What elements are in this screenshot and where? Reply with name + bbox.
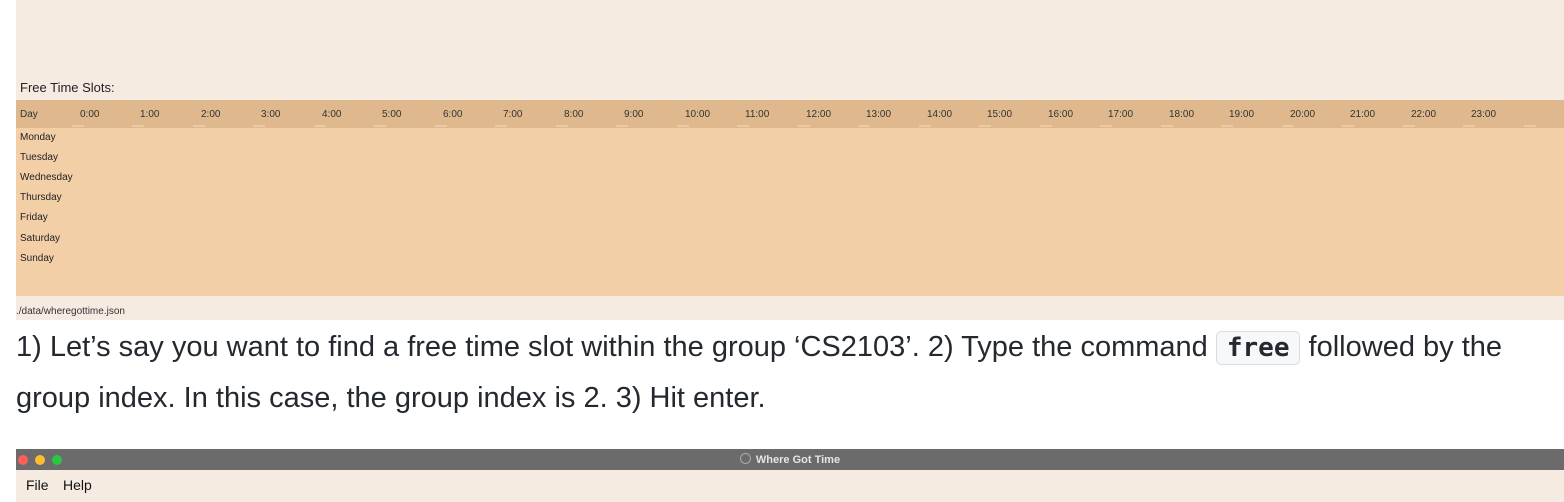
- column-separator: [798, 125, 810, 127]
- table-row-day: Saturday: [20, 233, 61, 244]
- table-row-day: Monday: [20, 132, 56, 143]
- column-separator: [1161, 125, 1173, 127]
- column-header-hour[interactable]: 1:00: [140, 109, 160, 120]
- column-separator: [1282, 125, 1294, 127]
- menu-help[interactable]: Help: [63, 477, 92, 493]
- column-header-hour[interactable]: 9:00: [624, 109, 644, 120]
- column-header-hour[interactable]: 20:00: [1290, 109, 1316, 120]
- column-header-hour[interactable]: 13:00: [866, 109, 892, 120]
- menu-bar: File Help: [16, 470, 1564, 502]
- column-header-hour[interactable]: 6:00: [443, 109, 463, 120]
- column-header-hour[interactable]: 18:00: [1169, 109, 1195, 120]
- menu-file[interactable]: File: [26, 477, 49, 493]
- column-header-hour[interactable]: 17:00: [1108, 109, 1134, 120]
- column-separator: [1403, 125, 1415, 127]
- column-separator: [858, 125, 870, 127]
- maximize-window-button[interactable]: [52, 455, 62, 465]
- column-separator: [1100, 125, 1112, 127]
- column-separator: [132, 125, 144, 127]
- table-row-day: Friday: [20, 212, 48, 223]
- column-separator: [314, 125, 326, 127]
- column-separator: [737, 125, 749, 127]
- column-separator: [374, 125, 386, 127]
- column-header-hour[interactable]: 12:00: [806, 109, 832, 120]
- table-row-day: Thursday: [20, 192, 62, 203]
- close-window-button[interactable]: [18, 455, 28, 465]
- instruction-text: 1) Let’s say you want to find a free tim…: [16, 322, 1536, 423]
- column-header-hour[interactable]: 22:00: [1411, 109, 1437, 120]
- clock-icon: [739, 453, 751, 464]
- column-separator: [1463, 125, 1475, 127]
- instruction-part-2: followed by the group index. In this cas…: [16, 331, 1503, 414]
- column-separator: [1342, 125, 1354, 127]
- app-window: Where Got Time File Help: [16, 449, 1564, 502]
- column-separator: [979, 125, 991, 127]
- app-screenshot-top: Free Time Slots: Day 0:00 1:00 2:00 3:00…: [16, 0, 1564, 320]
- column-header-hour[interactable]: 2:00: [201, 109, 221, 120]
- window-title-text: Where Got Time: [755, 454, 841, 466]
- command-code: free: [1215, 331, 1301, 365]
- table-row-day: Tuesday: [20, 152, 58, 163]
- column-header-hour[interactable]: 14:00: [927, 109, 953, 120]
- column-header-hour[interactable]: 8:00: [564, 109, 584, 120]
- column-separator: [616, 125, 628, 127]
- column-separator: [556, 125, 568, 127]
- column-separator: [72, 125, 84, 127]
- column-separator: [253, 125, 265, 127]
- minimize-window-button[interactable]: [35, 455, 45, 465]
- column-header-hour[interactable]: 23:00: [1471, 109, 1497, 120]
- window-titlebar: Where Got Time: [16, 449, 1564, 470]
- column-separator: [435, 125, 447, 127]
- column-separator: [1221, 125, 1233, 127]
- table-header: Day 0:00 1:00 2:00 3:00 4:00 5:00 6:00 7…: [16, 100, 1564, 128]
- column-header-hour[interactable]: 15:00: [987, 109, 1013, 120]
- column-separator: [919, 125, 931, 127]
- free-time-slots-title: Free Time Slots:: [20, 80, 115, 95]
- column-header-hour[interactable]: 11:00: [745, 109, 770, 120]
- column-separator: [495, 125, 507, 127]
- column-header-hour[interactable]: 10:00: [685, 109, 711, 120]
- column-header-hour[interactable]: 7:00: [503, 109, 523, 120]
- instruction-part-1: 1) Let’s say you want to find a free tim…: [16, 331, 1208, 363]
- column-header-hour[interactable]: 0:00: [80, 109, 100, 120]
- column-header-hour[interactable]: 16:00: [1048, 109, 1074, 120]
- column-header-hour[interactable]: 21:00: [1350, 109, 1376, 120]
- column-header-hour[interactable]: 19:00: [1229, 109, 1255, 120]
- column-header-hour[interactable]: 3:00: [261, 109, 281, 120]
- window-title: Where Got Time: [16, 453, 1564, 466]
- status-bar-file-path: ./data/wheregottime.json: [16, 306, 125, 317]
- table-row-day: Wednesday: [20, 172, 73, 183]
- column-header-hour[interactable]: 4:00: [322, 109, 342, 120]
- column-header-hour[interactable]: 5:00: [382, 109, 402, 120]
- column-separator: [677, 125, 689, 127]
- table-row-day: Sunday: [20, 253, 54, 264]
- column-separator: [1524, 125, 1536, 127]
- column-separator: [1040, 125, 1052, 127]
- free-time-slots-table: Day 0:00 1:00 2:00 3:00 4:00 5:00 6:00 7…: [16, 100, 1564, 296]
- column-header-day[interactable]: Day: [20, 109, 38, 120]
- column-separator: [193, 125, 205, 127]
